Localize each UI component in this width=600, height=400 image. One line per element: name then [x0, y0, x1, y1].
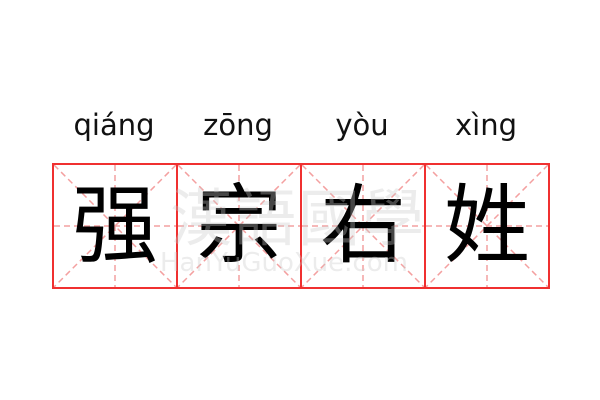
pinyin-1: qiáng	[73, 108, 155, 142]
guide-lines	[54, 165, 176, 287]
character-4: 姓	[444, 176, 530, 276]
pinyin-2: zōng	[203, 108, 273, 142]
guide-lines	[178, 165, 300, 287]
char-cell-3: 右	[300, 163, 426, 289]
character-3: 右	[320, 176, 406, 276]
pinyin-4: xìng	[454, 108, 517, 142]
guide-lines	[426, 165, 548, 287]
pinyin-3: yòu	[335, 108, 389, 142]
character-1: 强	[72, 176, 158, 276]
guide-lines	[302, 165, 424, 287]
char-cell-4: 姓	[424, 163, 550, 289]
character-grid: 强 宗 右 姓	[52, 163, 550, 289]
char-cell-1: 强	[52, 163, 178, 289]
char-cell-2: 宗	[176, 163, 302, 289]
character-2: 宗	[196, 176, 282, 276]
